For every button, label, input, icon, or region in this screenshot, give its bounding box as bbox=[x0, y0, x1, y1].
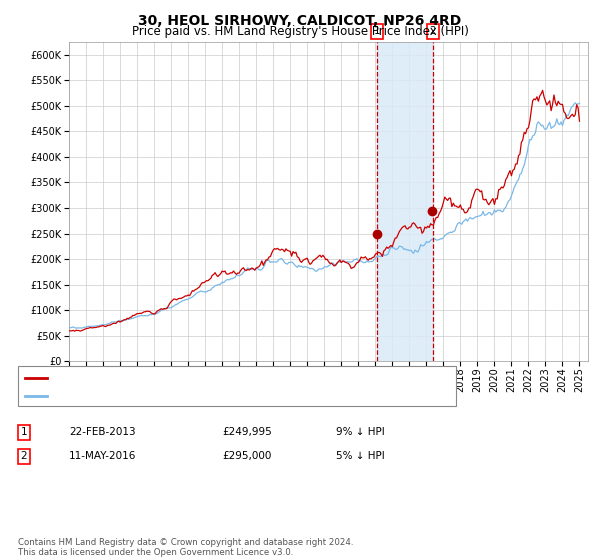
Text: 11-MAY-2016: 11-MAY-2016 bbox=[69, 451, 136, 461]
Text: £249,995: £249,995 bbox=[222, 427, 272, 437]
Text: Contains HM Land Registry data © Crown copyright and database right 2024.
This d: Contains HM Land Registry data © Crown c… bbox=[18, 538, 353, 557]
Text: £295,000: £295,000 bbox=[222, 451, 271, 461]
Text: 2: 2 bbox=[430, 26, 436, 36]
Text: HPI: Average price, detached house, Monmouthshire: HPI: Average price, detached house, Monm… bbox=[51, 391, 325, 401]
Text: 30, HEOL SIRHOWY, CALDICOT, NP26 4RD: 30, HEOL SIRHOWY, CALDICOT, NP26 4RD bbox=[139, 14, 461, 28]
Text: 9% ↓ HPI: 9% ↓ HPI bbox=[336, 427, 385, 437]
Text: 1: 1 bbox=[20, 427, 28, 437]
Text: 5% ↓ HPI: 5% ↓ HPI bbox=[336, 451, 385, 461]
Text: 1: 1 bbox=[374, 26, 380, 36]
Bar bbox=[377, 42, 433, 361]
Text: 22-FEB-2013: 22-FEB-2013 bbox=[69, 427, 136, 437]
Text: Price paid vs. HM Land Registry's House Price Index (HPI): Price paid vs. HM Land Registry's House … bbox=[131, 25, 469, 38]
Text: 30, HEOL SIRHOWY, CALDICOT, NP26 4RD (detached house): 30, HEOL SIRHOWY, CALDICOT, NP26 4RD (de… bbox=[51, 373, 365, 383]
Text: 2: 2 bbox=[20, 451, 28, 461]
